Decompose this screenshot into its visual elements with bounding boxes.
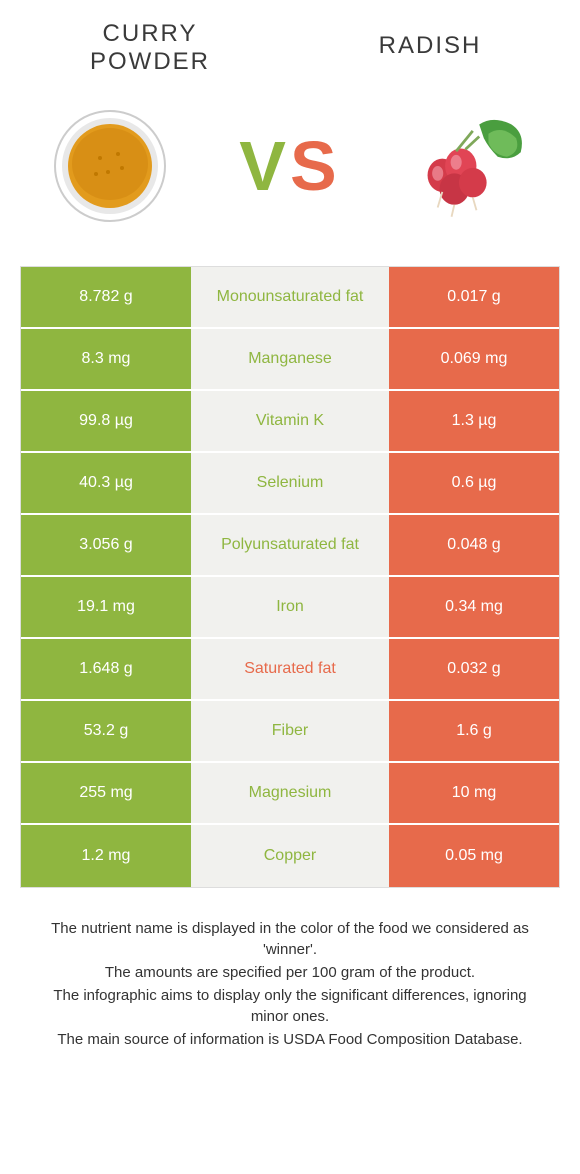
- header: CURRY POWDER RADISH: [20, 20, 560, 76]
- value-right: 1.3 µg: [389, 391, 559, 451]
- value-right: 0.05 mg: [389, 825, 559, 887]
- value-left: 99.8 µg: [21, 391, 191, 451]
- nutrient-row: 1.2 mgCopper0.05 mg: [21, 825, 559, 887]
- value-right: 1.6 g: [389, 701, 559, 761]
- footer-line-1: The nutrient name is displayed in the co…: [40, 918, 540, 960]
- value-left: 19.1 mg: [21, 577, 191, 637]
- nutrient-label: Selenium: [191, 453, 389, 513]
- title-left-line2: POWDER: [50, 48, 250, 76]
- nutrient-label: Manganese: [191, 329, 389, 389]
- curry-powder-image: [50, 106, 170, 226]
- nutrient-label: Fiber: [191, 701, 389, 761]
- nutrient-label: Polyunsaturated fat: [191, 515, 389, 575]
- value-left: 255 mg: [21, 763, 191, 823]
- value-left: 8.782 g: [21, 267, 191, 327]
- value-right: 0.017 g: [389, 267, 559, 327]
- value-right: 0.069 mg: [389, 329, 559, 389]
- value-right: 0.032 g: [389, 639, 559, 699]
- value-left: 3.056 g: [21, 515, 191, 575]
- title-left: CURRY POWDER: [50, 20, 250, 76]
- nutrient-row: 8.3 mgManganese0.069 mg: [21, 329, 559, 391]
- images-row: VS: [20, 106, 560, 226]
- title-right: RADISH: [330, 32, 530, 60]
- vs-s: S: [290, 126, 341, 206]
- nutrient-label: Magnesium: [191, 763, 389, 823]
- nutrient-table: 8.782 gMonounsaturated fat0.017 g8.3 mgM…: [20, 266, 560, 888]
- nutrient-row: 53.2 gFiber1.6 g: [21, 701, 559, 763]
- nutrient-row: 255 mgMagnesium10 mg: [21, 763, 559, 825]
- value-left: 53.2 g: [21, 701, 191, 761]
- nutrient-row: 40.3 µgSelenium0.6 µg: [21, 453, 559, 515]
- footer-line-2: The amounts are specified per 100 gram o…: [40, 962, 540, 983]
- value-left: 1.648 g: [21, 639, 191, 699]
- title-left-line1: CURRY: [50, 20, 250, 48]
- footer-line-3: The infographic aims to display only the…: [40, 985, 540, 1027]
- value-right: 0.34 mg: [389, 577, 559, 637]
- value-right: 10 mg: [389, 763, 559, 823]
- nutrient-row: 8.782 gMonounsaturated fat0.017 g: [21, 267, 559, 329]
- nutrient-label: Vitamin K: [191, 391, 389, 451]
- nutrient-label: Iron: [191, 577, 389, 637]
- value-left: 8.3 mg: [21, 329, 191, 389]
- nutrient-row: 19.1 mgIron0.34 mg: [21, 577, 559, 639]
- value-right: 0.048 g: [389, 515, 559, 575]
- nutrient-row: 99.8 µgVitamin K1.3 µg: [21, 391, 559, 453]
- nutrient-row: 3.056 gPolyunsaturated fat0.048 g: [21, 515, 559, 577]
- radish-image: [410, 106, 530, 226]
- vs-v: V: [239, 126, 290, 206]
- footer-line-4: The main source of information is USDA F…: [40, 1029, 540, 1050]
- value-right: 0.6 µg: [389, 453, 559, 513]
- nutrient-label: Monounsaturated fat: [191, 267, 389, 327]
- nutrient-row: 1.648 gSaturated fat0.032 g: [21, 639, 559, 701]
- footer-notes: The nutrient name is displayed in the co…: [20, 918, 560, 1050]
- nutrient-label: Copper: [191, 825, 389, 887]
- vs-label: VS: [239, 126, 340, 206]
- value-left: 1.2 mg: [21, 825, 191, 887]
- nutrient-label: Saturated fat: [191, 639, 389, 699]
- value-left: 40.3 µg: [21, 453, 191, 513]
